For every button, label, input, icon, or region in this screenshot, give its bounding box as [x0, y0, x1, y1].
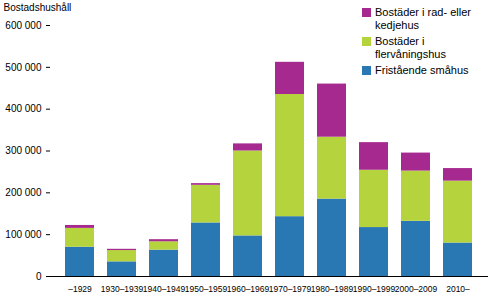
- svg-text:1930–1939: 1930–1939: [101, 284, 144, 294]
- svg-text:200 000: 200 000: [5, 187, 42, 198]
- svg-text:300 000: 300 000: [5, 145, 42, 156]
- svg-text:500 000: 500 000: [5, 62, 42, 73]
- svg-text:400 000: 400 000: [5, 103, 42, 114]
- html-text:Bostäder i flervåningshus: Bostäder i flervåningshus: [375, 35, 446, 60]
- svg-text:1990–1999: 1990–1999: [353, 284, 396, 294]
- svg-text:1940–1949: 1940–1949: [143, 284, 186, 294]
- svg-text:1960–1969: 1960–1969: [227, 284, 270, 294]
- html-text:Bostäder i rad- eller kedjehus: Bostäder i rad- eller kedjehus: [375, 6, 471, 31]
- svg-text:0: 0: [36, 271, 42, 282]
- svg-text:2000–2009: 2000–2009: [395, 284, 438, 294]
- svg-text:100 000: 100 000: [5, 229, 42, 240]
- svg-text:2010–: 2010–: [446, 284, 470, 294]
- svg-text:600 000: 600 000: [5, 20, 42, 31]
- svg-text:1970–1979: 1970–1979: [269, 284, 312, 294]
- html-text:Fristående småhus: Fristående småhus: [375, 64, 469, 76]
- svg-text:–1929: –1929: [68, 284, 92, 294]
- svg-text:1950–1959: 1950–1959: [185, 284, 228, 294]
- svg-text:1980–1989: 1980–1989: [311, 284, 354, 294]
- svg-text:Bostadshushåll: Bostadshushåll: [4, 2, 72, 13]
